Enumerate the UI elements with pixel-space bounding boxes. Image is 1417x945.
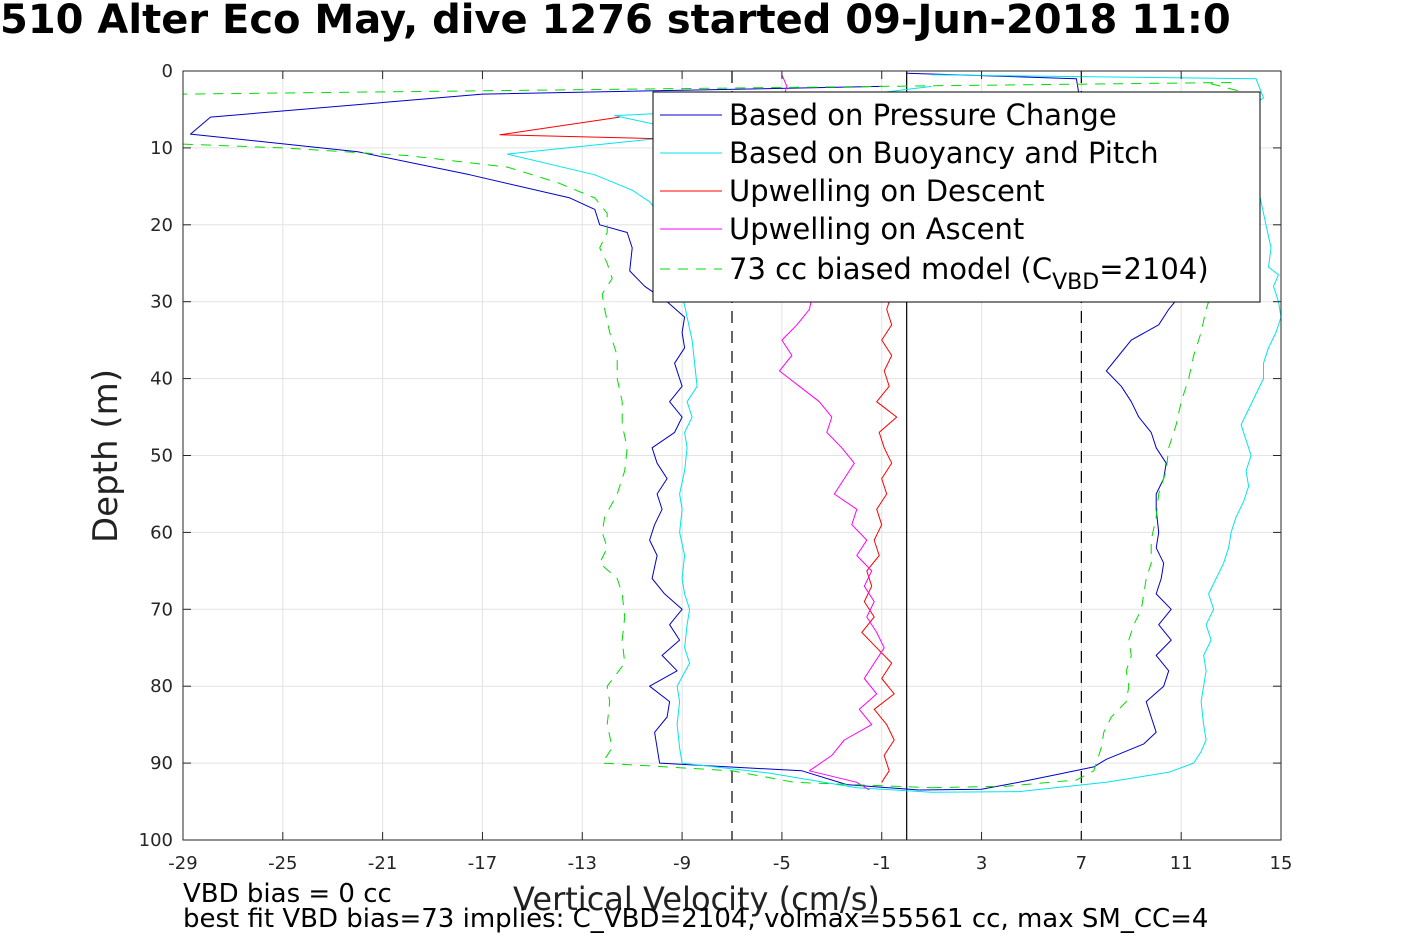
x-tick-label: 15	[1270, 853, 1293, 874]
footer-line-2: best fit VBD bias=73 implies: C_VBD=2104…	[183, 904, 1209, 934]
series-line-73-cc-biased-model-c-vbd-2104-ascent	[931, 82, 1252, 789]
x-tick-label: 3	[976, 853, 987, 874]
y-tick-label: 10	[150, 138, 173, 159]
legend-box	[652, 91, 1261, 303]
x-tick-label: 7	[1076, 853, 1087, 874]
y-tick-label: 70	[150, 599, 173, 620]
x-tick-label: -5	[773, 853, 791, 874]
y-tick-label: 20	[150, 215, 173, 236]
data-series	[182, 72, 1282, 793]
y-tick-label: 50	[150, 446, 173, 467]
series-line-based-on-buoyancy-and-pitch-ascent	[931, 74, 1282, 793]
legend-label-biased-model: 73 cc biased model (CVBD=2104)	[729, 252, 1209, 295]
footer-line-1: VBD bias = 0 cc	[183, 879, 392, 909]
legend-text-part: 73 cc biased model (C	[729, 252, 1052, 286]
y-tick-label: 60	[150, 522, 173, 543]
legend-label-pressure: Based on Pressure Change	[729, 98, 1117, 132]
y-tick-label: 90	[150, 753, 173, 774]
series-line-based-on-pressure-change-descent	[190, 85, 920, 791]
legend: Based on Pressure Change Based on Buoyan…	[652, 91, 1261, 303]
x-tick-label: 11	[1170, 853, 1193, 874]
x-axis-label: Vertical Velocity (cm/s)	[513, 880, 880, 918]
x-tick-label: -13	[568, 853, 597, 874]
chart-title: 510 Alter Eco May, dive 1276 started 09-…	[0, 0, 1231, 43]
series-line-based-on-buoyancy-and-pitch-descent	[506, 85, 932, 793]
y-tick-label: 30	[150, 292, 173, 313]
y-axis-label-holder: Depth (m)	[86, 369, 126, 543]
legend-label-upwelling-ascent: Upwelling on Ascent	[729, 212, 1024, 246]
x-tick-label: -29	[168, 853, 197, 874]
x-tick-label: -9	[673, 853, 691, 874]
x-tick-label: -21	[368, 853, 397, 874]
y-tick-label: 40	[150, 369, 173, 390]
series-line-73-cc-biased-model-c-vbd-2104-descent	[182, 82, 1232, 789]
legend-label-upwelling-descent: Upwelling on Descent	[729, 174, 1045, 208]
x-tick-label: -17	[468, 853, 497, 874]
x-tick-label: -1	[873, 853, 891, 874]
y-tick-label: 0	[162, 61, 173, 82]
y-tick-label: 80	[150, 676, 173, 697]
legend-subscript: VBD	[1052, 270, 1099, 295]
y-axis-label: Depth (m)	[86, 369, 126, 543]
y-tick-label: 100	[139, 830, 173, 851]
legend-text-part: =2104)	[1099, 252, 1208, 286]
axis-ticks: -29 -25 -21 -17 -13 -9 -5 -1 3 7 11 150102030405060…	[139, 61, 1293, 874]
x-tick-label: -25	[268, 853, 297, 874]
legend-label-buoyancy: Based on Buoyancy and Pitch	[729, 136, 1159, 170]
